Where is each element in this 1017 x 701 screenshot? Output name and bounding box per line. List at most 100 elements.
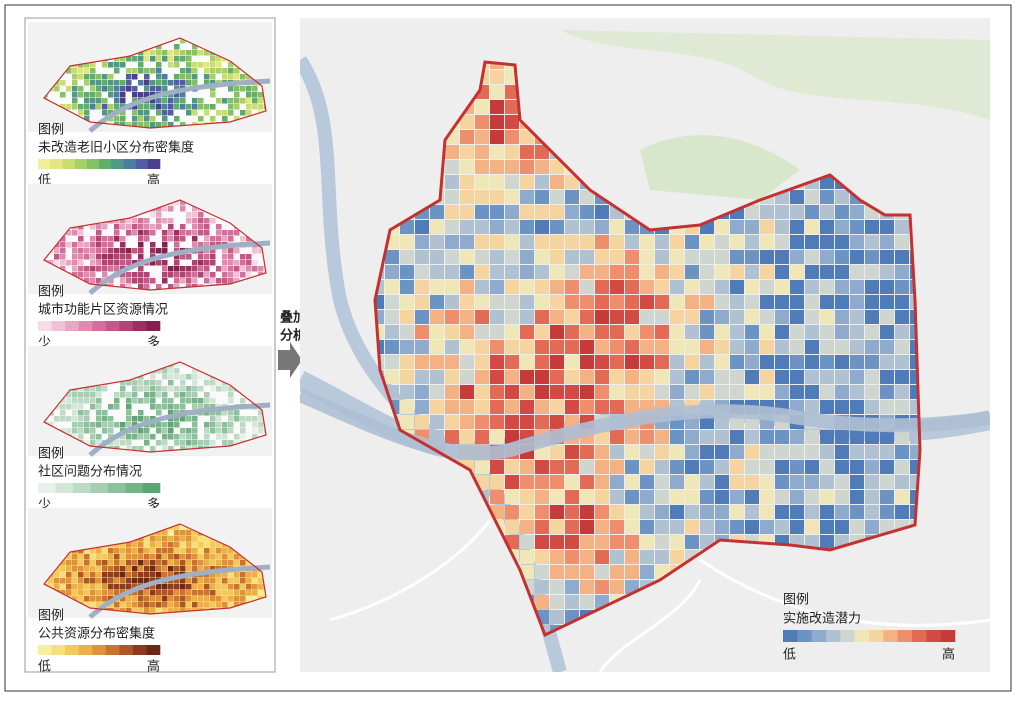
legend-swatch — [826, 630, 841, 642]
panel-cell — [162, 536, 168, 542]
panel-cell — [156, 62, 162, 68]
panel-cell — [162, 566, 168, 572]
legend-swatch — [50, 159, 63, 169]
grid-cell — [760, 520, 774, 534]
panel-cell — [138, 560, 144, 566]
panel-cell — [180, 122, 186, 128]
panel-cell — [90, 602, 96, 608]
grid-cell — [520, 355, 534, 369]
grid-cell — [375, 310, 384, 324]
grid-cell — [535, 385, 549, 399]
panel-cell — [174, 98, 180, 104]
panel-cell — [198, 50, 204, 56]
panel-cell — [258, 416, 264, 422]
grid-cell — [535, 490, 549, 504]
grid-cell — [460, 415, 474, 429]
panel-cell — [126, 260, 132, 266]
panel-cell — [132, 566, 138, 572]
grid-cell — [415, 370, 429, 384]
panel-cell — [228, 230, 234, 236]
panel-cell — [198, 440, 204, 446]
panel-cell — [168, 422, 174, 428]
panel-cell — [144, 386, 150, 392]
panel-cell — [192, 104, 198, 110]
grid-cell — [895, 385, 909, 399]
grid-cell — [580, 385, 594, 399]
panel-cell — [186, 596, 192, 602]
panel-cell — [120, 434, 126, 440]
grid-cell — [760, 355, 774, 369]
panel-cell — [210, 104, 216, 110]
panel-cell — [138, 218, 144, 224]
grid-cell — [625, 265, 639, 279]
panel-cell — [186, 554, 192, 560]
panel-cell — [198, 542, 204, 548]
grid-cell — [865, 310, 879, 324]
panel-cell — [228, 266, 234, 272]
grid-cell — [565, 505, 579, 519]
panel-cell — [60, 566, 66, 572]
grid-cell — [490, 280, 504, 294]
grid-cell — [430, 205, 444, 219]
legend-low: 低 — [783, 648, 796, 663]
grid-cell — [415, 400, 429, 414]
grid-cell — [895, 490, 909, 504]
panel-cell — [156, 596, 162, 602]
panel-cell — [174, 278, 180, 284]
grid-cell — [865, 325, 879, 339]
panel-cell — [186, 266, 192, 272]
grid-cell — [460, 145, 474, 159]
grid-cell — [475, 310, 489, 324]
grid-cell — [910, 370, 920, 384]
panel-cell — [186, 272, 192, 278]
panel-cell — [198, 254, 204, 260]
panel-cell — [132, 272, 138, 278]
panel-cell — [162, 542, 168, 548]
panel-cell — [240, 416, 246, 422]
panel-cell — [222, 74, 228, 80]
grid-cell — [505, 340, 519, 354]
grid-cell — [715, 310, 729, 324]
panel-cell — [228, 554, 234, 560]
panel-cell — [78, 92, 84, 98]
panel-cell — [90, 266, 96, 272]
panel-cell — [186, 110, 192, 116]
panel-cell — [192, 554, 198, 560]
panel-cell — [144, 398, 150, 404]
panel-cell — [132, 434, 138, 440]
grid-cell — [610, 445, 624, 459]
grid-cell — [580, 520, 594, 534]
panel-cell — [210, 116, 216, 122]
panel-cell — [258, 248, 264, 254]
panel-cell — [174, 524, 180, 530]
grid-cell — [640, 280, 654, 294]
panel-cell — [48, 584, 54, 590]
panel-cell — [222, 548, 228, 554]
panel-cell — [246, 578, 252, 584]
grid-cell — [850, 475, 864, 489]
panel-cell — [198, 548, 204, 554]
panel-cell — [168, 110, 174, 116]
panel-cell — [210, 566, 216, 572]
grid-cell — [550, 370, 564, 384]
panel-cell — [132, 230, 138, 236]
panel-cell — [252, 578, 258, 584]
panel-cell — [138, 608, 144, 614]
grid-cell — [790, 490, 804, 504]
panel-cell — [234, 602, 240, 608]
panel-cell — [216, 236, 222, 242]
panel-cell — [180, 38, 186, 44]
panel-cell — [78, 230, 84, 236]
legend-swatch — [74, 159, 88, 169]
panel-cell — [90, 68, 96, 74]
panel-cell — [210, 416, 216, 422]
grid-cell — [520, 205, 534, 219]
grid-cell — [820, 340, 834, 354]
panel-cell — [84, 410, 90, 416]
grid-cell — [580, 355, 594, 369]
panel-cell — [54, 254, 60, 260]
grid-cell — [535, 280, 549, 294]
grid-cell — [520, 190, 534, 204]
legend-swatch — [840, 630, 855, 642]
panel-cell — [156, 86, 162, 92]
